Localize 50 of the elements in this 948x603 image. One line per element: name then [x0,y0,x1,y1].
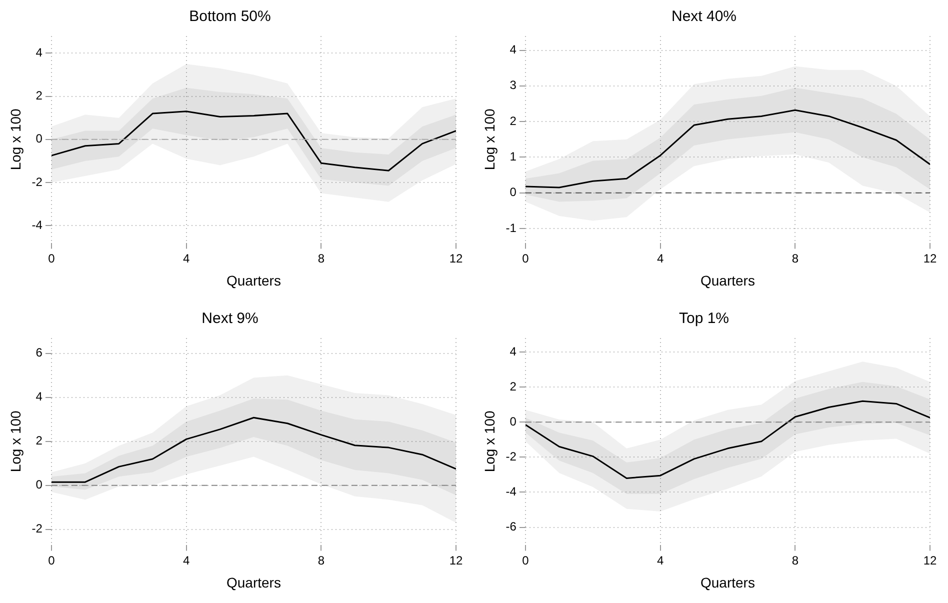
y-tick-label: -2 [506,449,517,464]
x-tick-label: 0 [48,553,56,568]
chart-title: Top 1% [678,310,730,328]
x-axis-title: Quarters [700,272,755,288]
y-axis-title: Log x 100 [7,410,24,472]
x-tick-label: 4 [182,553,190,568]
y-tick-label: 4 [510,344,517,358]
y-tick-label: 0 [510,414,517,428]
y-tick-label: 0 [36,132,43,146]
x-axis-title: Quarters [226,574,281,590]
chart-title: Next 40% [671,8,737,26]
y-tick-label: 3 [510,78,517,92]
x-axis-title: Quarters [226,272,281,288]
y-tick-label: -4 [32,218,43,232]
y-tick-label: -2 [32,522,43,536]
x-tick-label: 8 [792,251,799,266]
y-tick-label: 2 [510,114,517,128]
x-tick-label: 12 [449,251,463,266]
x-tick-label: 8 [318,553,325,568]
y-tick-label: 4 [36,46,43,60]
y-tick-label: 6 [36,346,43,360]
y-axis-title: Log x 100 [7,108,24,170]
x-tick-label: 0 [522,553,530,568]
y-tick-label: 2 [36,434,43,448]
y-tick-label: 4 [510,42,517,57]
y-tick-label: 4 [36,390,43,404]
x-tick-label: 12 [923,251,937,266]
chart-title: Next 9% [202,310,258,328]
y-tick-label: -6 [506,520,517,534]
y-tick-label: -2 [32,174,43,189]
x-tick-label: 12 [449,553,463,568]
chart-title: Bottom 50% [189,8,271,26]
y-tick-label: -1 [506,220,517,235]
y-tick-label: 1 [510,150,517,164]
x-tick-label: 12 [923,553,937,568]
x-tick-label: 4 [182,251,190,266]
x-tick-label: 8 [318,251,325,266]
y-tick-label: 0 [510,185,517,200]
y-axis-title: Log x 100 [481,108,498,170]
x-tick-label: 0 [522,251,530,266]
y-tick-label: 2 [36,88,43,103]
x-axis-title: Quarters [700,574,755,590]
y-axis-title: Log x 100 [481,410,498,472]
y-tick-label: 0 [36,478,43,492]
x-tick-label: 8 [792,553,799,568]
x-tick-label: 0 [48,251,56,266]
y-tick-label: -4 [506,484,517,499]
y-tick-label: 2 [510,379,517,394]
x-tick-label: 4 [656,553,664,568]
x-tick-label: 4 [656,251,664,266]
